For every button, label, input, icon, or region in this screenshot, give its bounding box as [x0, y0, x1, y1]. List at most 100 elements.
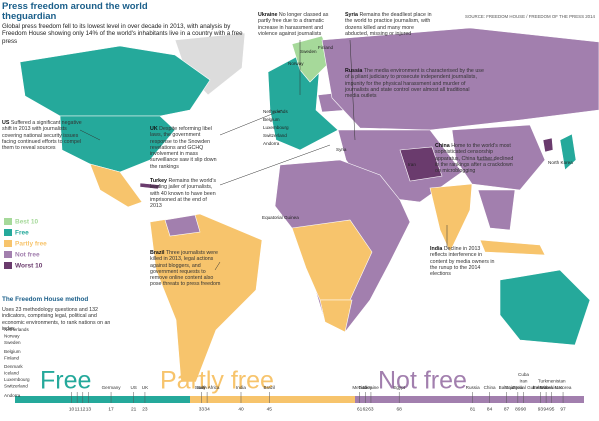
legend-swatch: [4, 218, 12, 225]
map-label: Belgium: [263, 117, 280, 122]
method-heading: The Freedom House method: [2, 296, 89, 303]
scale-score: 94: [543, 406, 549, 412]
map-label: Luxembourg: [263, 125, 289, 130]
scale-score: 12: [80, 406, 86, 412]
scale-country: Iceland: [4, 371, 19, 376]
scale-score: 21: [131, 406, 137, 412]
scale-country: US: [130, 385, 136, 390]
indonesia: [479, 239, 546, 256]
scale-word: Not free: [378, 367, 467, 395]
scale-score: 84: [487, 406, 493, 412]
scale-score: 61: [357, 406, 363, 412]
scale-country: Denmark: [4, 364, 23, 369]
scale-country: Sweden: [4, 340, 21, 345]
usa: [59, 115, 176, 173]
annotation: Turkey Remains the world's leading jaile…: [150, 178, 220, 209]
scale-country: Switzerland: [4, 384, 28, 389]
scale-score: 63: [368, 406, 374, 412]
cuba: [139, 182, 161, 190]
iran: [399, 146, 443, 182]
scale-country: Germany: [102, 385, 122, 390]
legend-label: Free: [15, 230, 29, 237]
scale-score: 11: [75, 406, 80, 412]
annotation-text: Remains the world's leading jailer of jo…: [150, 178, 216, 210]
annotation: Brazil Three journalists were killed in …: [150, 250, 222, 288]
india: [429, 183, 473, 253]
scale-country: Finland: [4, 356, 20, 361]
scale-country: Turkmenistan: [538, 379, 566, 384]
scale-country: China: [484, 385, 496, 390]
scale-score: 68: [397, 406, 403, 412]
scale-country: Andorra: [4, 393, 21, 398]
scale-country: Mexico: [352, 385, 367, 390]
map-label: North Korea: [548, 160, 573, 165]
annotation-text: Suffered a significant negative shift in…: [2, 120, 82, 152]
scale-country: Iran: [520, 379, 528, 384]
china: [451, 124, 546, 191]
map-label: Norway: [288, 61, 304, 66]
scale-country: N Korea: [555, 385, 572, 390]
scale-score: 23: [142, 406, 148, 412]
venezuela: [164, 214, 201, 237]
scale-country: Eritrea: [539, 385, 553, 390]
scale-band: [355, 396, 584, 403]
legend-swatch: [4, 262, 12, 269]
russia: [321, 27, 599, 131]
legend-label: Partly free: [15, 241, 47, 248]
annotation-heading: US: [2, 120, 10, 126]
annotation-text: Three journalists were killed in 2013, l…: [150, 250, 221, 288]
annotation-heading: Brazil: [150, 250, 165, 256]
scale-score: 97: [560, 406, 566, 412]
scale-country: Luxembourg: [4, 377, 30, 382]
annotation-heading: Turkey: [150, 178, 167, 184]
land: [19, 27, 599, 383]
annotation-text: The media environment is characterised b…: [345, 68, 484, 100]
scale-score: 87: [504, 406, 510, 412]
annotation-heading: China: [435, 143, 450, 149]
scale-word: Free: [40, 367, 91, 395]
leader-line: [219, 109, 283, 136]
legend-swatch: [4, 251, 12, 258]
annotation: Syria Remains the deadliest place in the…: [345, 12, 437, 37]
scale-score: 90: [521, 406, 527, 412]
annotation-heading: Ukraine: [258, 12, 278, 18]
scale-score: 81: [470, 406, 476, 412]
scale-country: Bahrain: [499, 385, 515, 390]
annotation-text: No longer classed as partly free due to …: [258, 12, 329, 37]
annotation: UK Despite reforming libel laws, the gov…: [150, 126, 220, 170]
subtitle: Global press freedom fell to its lowest …: [2, 23, 243, 45]
legend-label: Worst 10: [15, 263, 43, 270]
legend-swatch: [4, 229, 12, 236]
scale-country: Belgium: [4, 349, 21, 354]
canada: [19, 45, 211, 117]
scale-score: 89: [515, 406, 521, 412]
annotation: India Decline in 2013 reflects interfere…: [430, 246, 496, 277]
scale-score: 34: [204, 406, 210, 412]
scale-country: Egypt: [393, 385, 405, 390]
scale-country: Italy: [197, 385, 206, 390]
leader-line: [79, 129, 101, 141]
scale-country: Ukraine: [363, 385, 379, 390]
brand: theguardian: [2, 11, 57, 22]
scale-country: Cuba: [518, 372, 529, 377]
scale-country: Equatorial Guinea: [505, 385, 542, 390]
scale-score: 95: [549, 406, 555, 412]
scale-score: 62: [363, 406, 369, 412]
map-label: Switzerland: [263, 133, 287, 138]
map-label: Syria: [336, 147, 347, 152]
scale-country: UK: [142, 385, 149, 390]
map-label: Iran: [408, 162, 416, 167]
south-america: [149, 213, 263, 383]
australia: [499, 269, 591, 346]
leader-line: [219, 144, 331, 186]
scale-country: South Africa: [195, 385, 220, 390]
annotation: Ukraine No longer classed as partly free…: [258, 12, 336, 37]
annotation-heading: UK: [150, 126, 158, 132]
north-korea: [542, 137, 554, 153]
scale-score: 93: [538, 406, 544, 412]
scale-score: 13: [86, 406, 92, 412]
scale-country: Belarus: [533, 385, 549, 390]
map-label: Equatorial Guinea: [262, 215, 299, 220]
leader-line: [349, 39, 356, 141]
annotation-heading: India: [430, 246, 443, 252]
